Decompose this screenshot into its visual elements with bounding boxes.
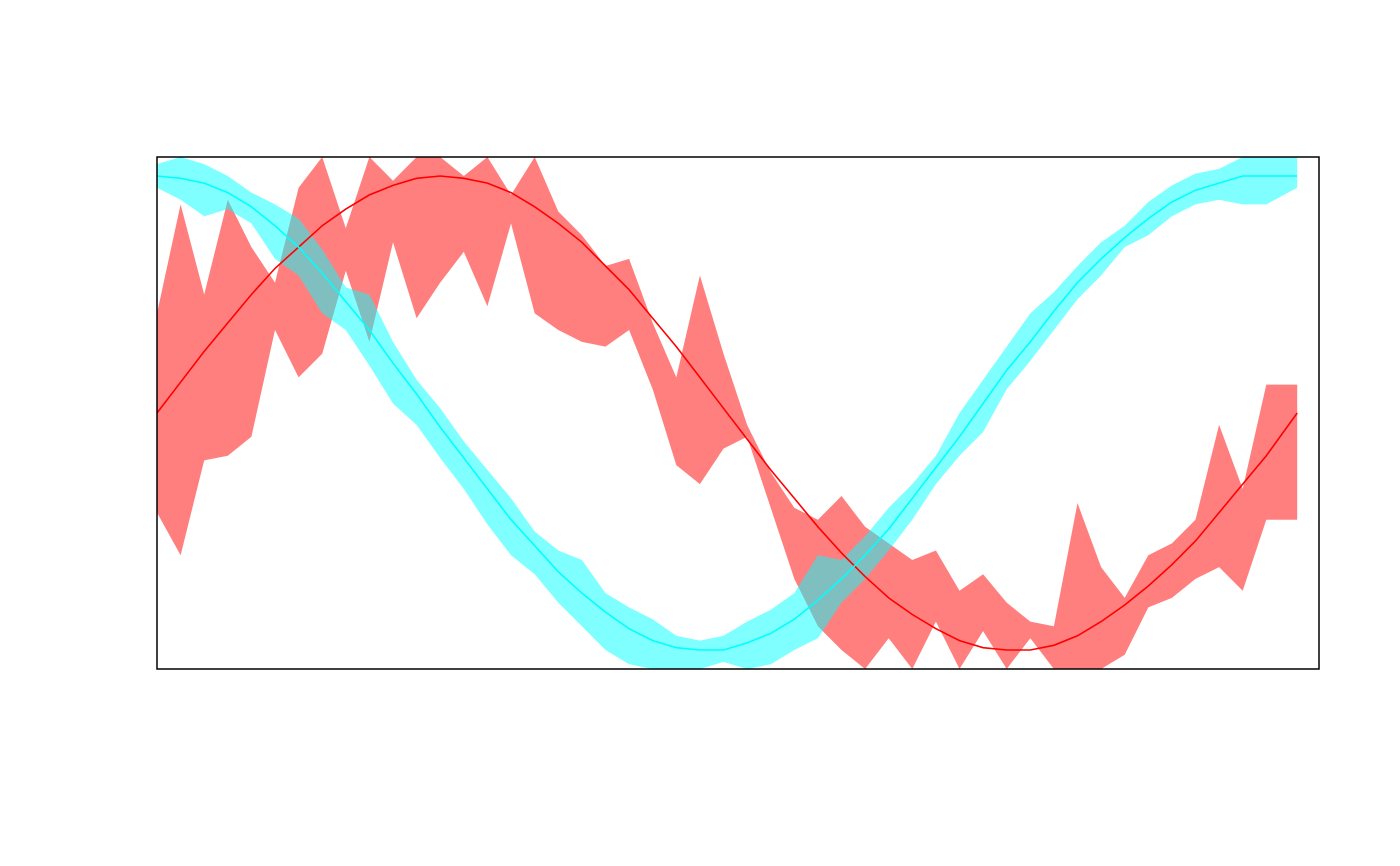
cyan-band-area [157,157,1298,669]
red-series-line [157,175,1298,651]
cyan-series-line [157,175,1298,651]
plot-frame [156,156,1320,670]
plot-area [157,157,1298,669]
